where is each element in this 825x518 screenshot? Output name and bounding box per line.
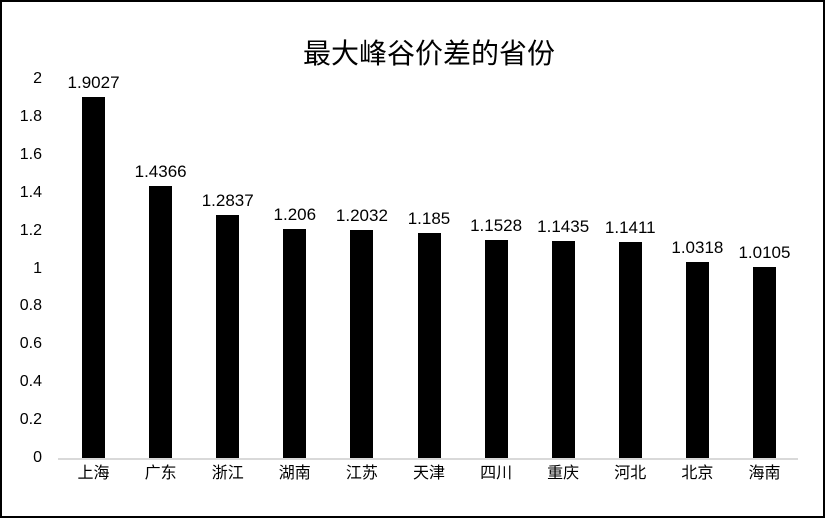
- bar-4: [283, 229, 307, 458]
- data-label: 1.2837: [201, 190, 254, 210]
- data-label: 1.4366: [134, 161, 187, 181]
- y-tick-label: 1.8: [19, 107, 42, 125]
- y-tick-label: 1: [33, 259, 42, 277]
- x-tick-label: 广东: [144, 465, 177, 482]
- y-tick-label: 1.2: [19, 221, 42, 239]
- y-tick-label: 2: [33, 70, 42, 87]
- bar-1: [82, 97, 106, 458]
- x-tick-label: 江苏: [345, 465, 378, 482]
- x-tick-label: 浙江: [211, 465, 244, 482]
- data-label: 1.0105: [738, 242, 791, 262]
- data-label: 1.185: [407, 209, 451, 229]
- y-tick-label: 1.6: [19, 145, 42, 163]
- data-label: 1.0318: [671, 238, 724, 258]
- bar-5: [350, 229, 374, 458]
- x-tick-label: 四川: [480, 465, 513, 482]
- data-label: 1.1411: [604, 217, 656, 237]
- x-tick-label: 湖南: [278, 465, 311, 482]
- data-label: 1.1435: [537, 217, 590, 237]
- data-label: 1.1528: [470, 215, 523, 235]
- bar-11: [752, 266, 776, 458]
- data-label: 1.2032: [335, 205, 388, 225]
- bar-2: [149, 185, 173, 458]
- data-label: 1.206: [273, 205, 317, 225]
- bar-6: [417, 233, 441, 458]
- x-axis-line: [58, 458, 798, 460]
- bar-3: [216, 214, 240, 458]
- bar-9: [618, 241, 642, 458]
- x-tick-label: 海南: [748, 465, 781, 482]
- x-tick-label: 重庆: [547, 465, 580, 482]
- x-tick-label: 上海: [77, 465, 110, 482]
- bar-10: [685, 262, 709, 458]
- x-tick-label: 天津: [412, 465, 445, 482]
- data-label: 1.9027: [67, 73, 120, 93]
- y-tick-label: 0: [33, 449, 42, 466]
- bar-7: [484, 239, 508, 458]
- chart-title: 最大峰谷价差的省份: [302, 38, 555, 69]
- y-tick-label: 0.8: [19, 297, 42, 315]
- x-tick-label: 河北: [614, 465, 647, 482]
- y-tick-label: 0.2: [19, 411, 42, 429]
- y-tick-label: 1.4: [19, 183, 42, 201]
- bar-8: [551, 241, 575, 458]
- y-tick-label: 0.4: [19, 373, 42, 391]
- y-tick-label: 0.6: [19, 335, 42, 353]
- x-tick-label: 北京: [681, 465, 714, 482]
